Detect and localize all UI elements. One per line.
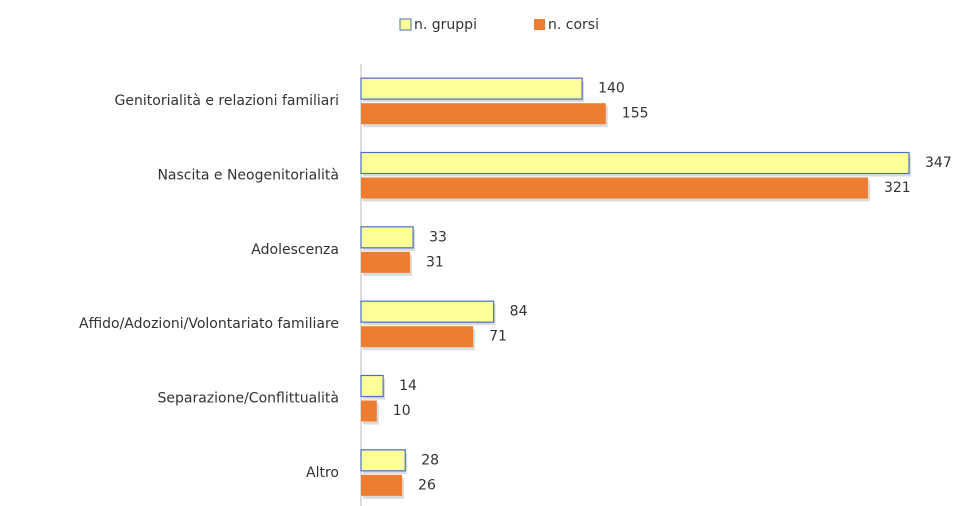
bar — [360, 449, 406, 472]
bar — [360, 151, 910, 175]
legend-label: n. gruppi — [414, 17, 477, 33]
bar — [361, 177, 868, 199]
data-label: 347 — [925, 155, 952, 171]
data-label: 84 — [510, 304, 528, 320]
data-label: 10 — [393, 403, 411, 419]
y-tick-label: Affido/Adozioni/Volontariato familiare — [79, 316, 339, 332]
y-tick-label: Nascita e Neogenitorialità — [157, 168, 339, 184]
legend-swatch — [399, 18, 412, 31]
bar — [360, 300, 495, 323]
legend-label: n. corsi — [548, 17, 599, 33]
data-label: 33 — [429, 229, 447, 245]
data-label: 71 — [489, 329, 507, 345]
bar — [361, 103, 606, 125]
y-tick-label: Genitorialità e relazioni familiari — [115, 93, 339, 109]
bar — [361, 400, 377, 422]
bar — [361, 251, 410, 273]
data-label: 155 — [622, 106, 649, 122]
y-tick-label: Separazione/Conflittualità — [157, 391, 339, 407]
data-label: 31 — [426, 254, 444, 270]
data-label: 140 — [598, 81, 625, 97]
data-label: 14 — [399, 378, 417, 394]
bar — [361, 326, 474, 348]
data-label: 26 — [418, 477, 436, 493]
bar — [361, 474, 403, 496]
data-label: 321 — [884, 180, 911, 196]
bar — [360, 77, 583, 100]
legend-swatch — [534, 19, 545, 30]
bar — [360, 226, 414, 249]
y-tick-label: Altro — [306, 465, 339, 481]
data-label: 28 — [421, 452, 439, 468]
bar — [360, 374, 384, 398]
y-tick-label: Adolescenza — [251, 242, 339, 258]
